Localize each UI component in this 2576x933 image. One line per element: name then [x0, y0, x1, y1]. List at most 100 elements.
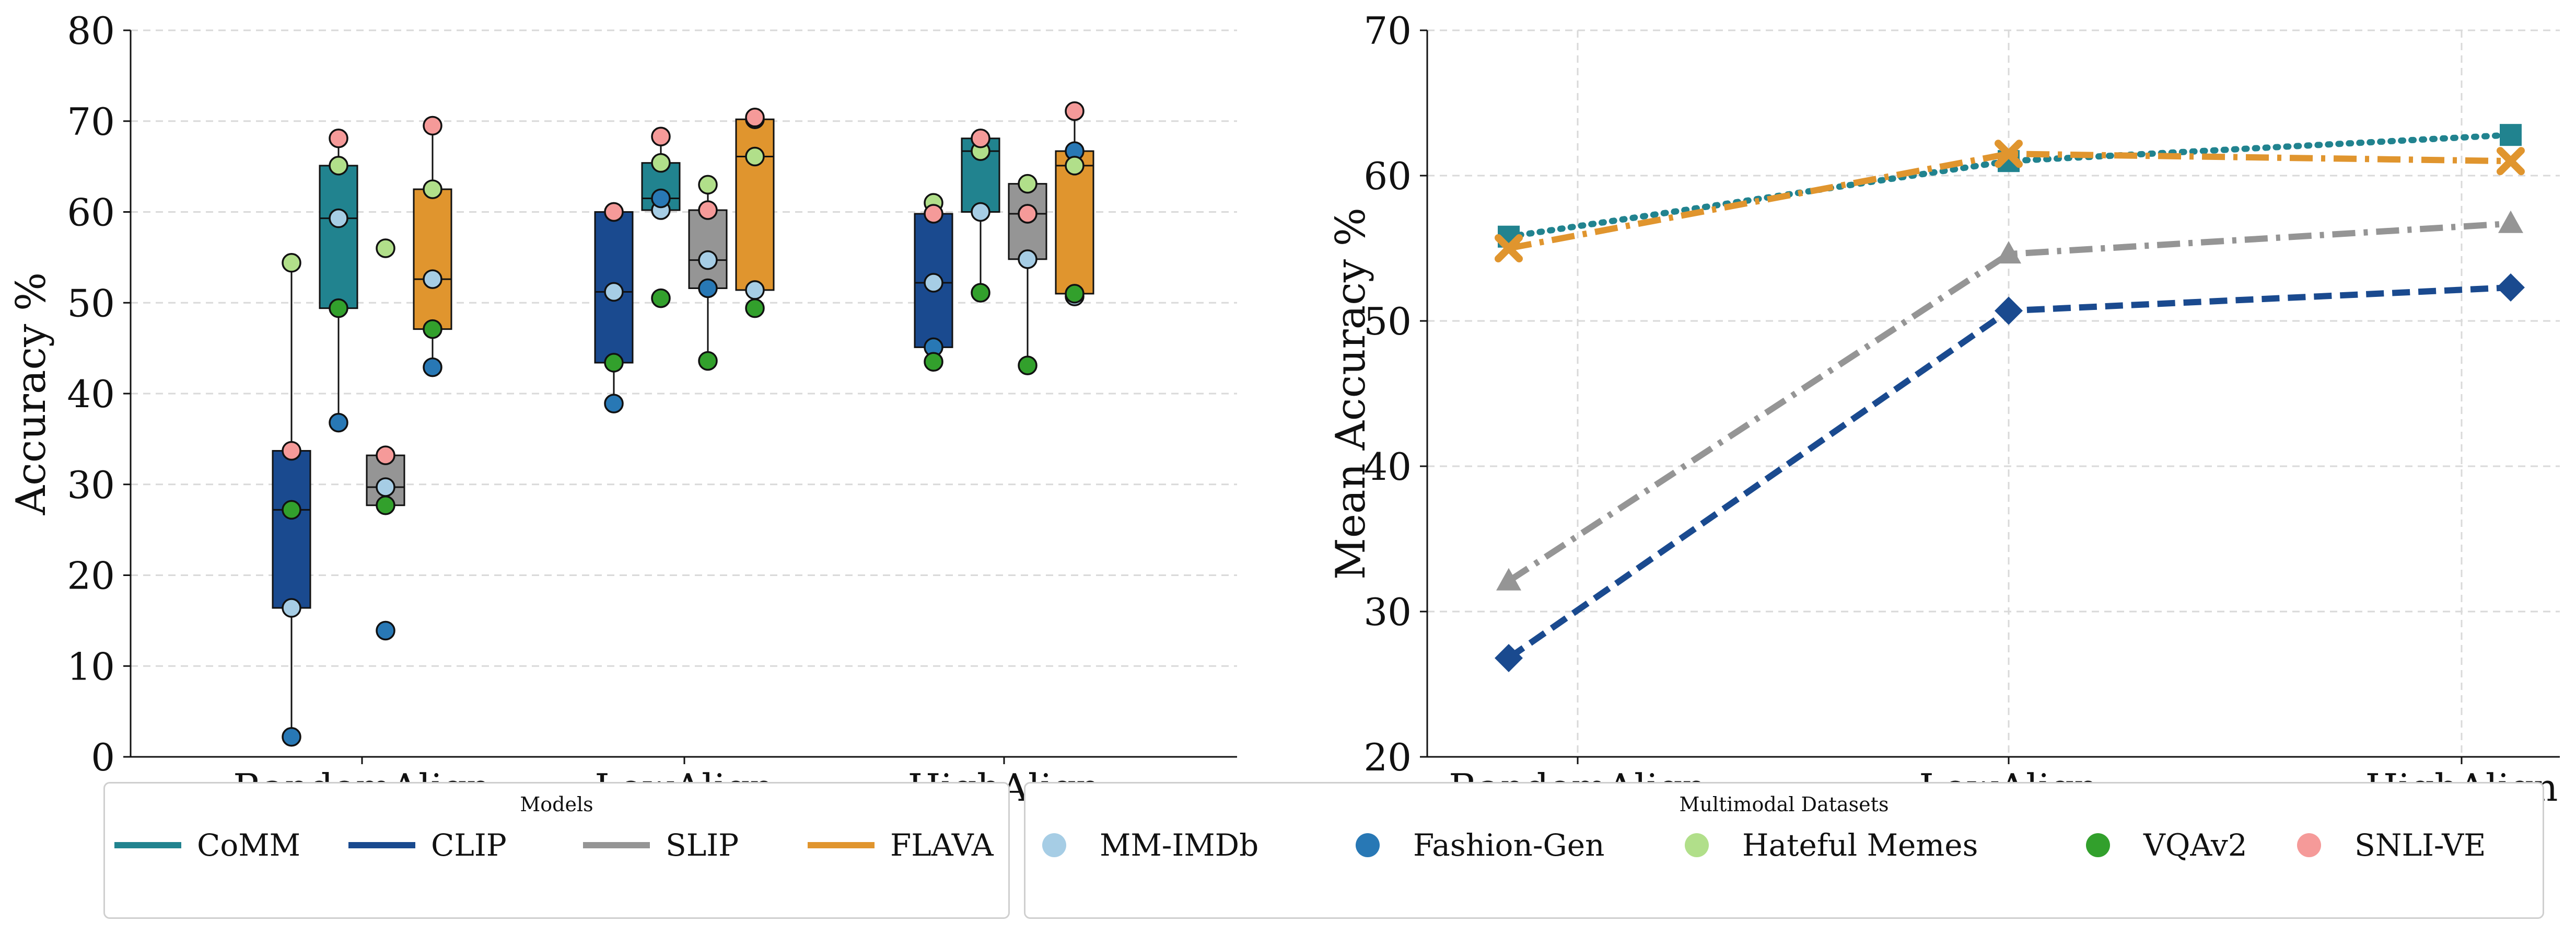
y-tick-label: 70: [1363, 9, 1412, 53]
point-fashion-gen: [604, 394, 624, 413]
y-tick-label: 80: [67, 9, 115, 53]
y-tick-label: 20: [1363, 735, 1412, 779]
right-line-chart: 203040506070RandomAlignLowAlignHighAlign…: [1327, 9, 2560, 810]
box-lowalign-comm: [641, 126, 681, 308]
point-hateful-memes: [651, 153, 671, 173]
point-vqav2: [1065, 284, 1085, 304]
legend-line-swatch: [808, 842, 875, 848]
point-fashion-gen: [423, 357, 442, 377]
marker-diamond: [2497, 273, 2525, 302]
point-mm-imdb: [282, 598, 301, 618]
box-randomalign-comm: [319, 129, 358, 433]
y-tick-label: 10: [67, 644, 115, 688]
point-fashion-gen: [651, 188, 671, 209]
box-highalign-slip: [1008, 174, 1047, 375]
legend-dot-swatch: [1685, 833, 1709, 857]
box-randomalign-flava: [413, 116, 452, 377]
y-tick-label: 0: [91, 735, 115, 779]
point-fashion-gen: [698, 278, 718, 298]
box-lowalign-slip: [688, 175, 728, 371]
point-snli-ve: [698, 200, 718, 220]
legend-label: CoMM: [197, 827, 301, 863]
box-body: [735, 118, 775, 291]
point-hateful-memes: [376, 238, 395, 258]
point-vqav2: [376, 495, 395, 515]
box-highalign-clip: [914, 193, 953, 372]
point-snli-ve: [376, 445, 395, 465]
legend-item-mm-imdb: MM-IMDb: [1037, 824, 1258, 866]
marker-triangle: [1996, 241, 2021, 264]
legend-item-vqav2: VQAv2: [2081, 824, 2247, 866]
point-mm-imdb: [698, 250, 718, 270]
point-snli-ve: [924, 204, 943, 224]
y-tick-label: 70: [67, 100, 115, 144]
legend-label: VQAv2: [2143, 827, 2247, 863]
legend-line-swatch: [348, 842, 415, 848]
point-snli-ve: [329, 129, 348, 148]
legend-item-clip: CLIP: [348, 824, 507, 866]
point-mm-imdb: [604, 282, 624, 302]
y-tick-label: 30: [67, 463, 115, 507]
marker-x: [1495, 234, 1523, 262]
datasets-legend-title: Multimodal Datasets: [1679, 793, 1889, 816]
models-legend-row: CoMM CLIP SLIP FLAVA: [105, 824, 1008, 866]
point-vqav2: [698, 351, 718, 371]
datasets-legend: Multimodal Datasets MM-IMDb Fashion-Gen Ha…: [1024, 782, 2544, 919]
models-legend-title: Models: [520, 793, 593, 816]
y-tick-label: 30: [1363, 590, 1412, 634]
point-vqav2: [924, 352, 943, 372]
legend-item-comm: CoMM: [114, 824, 300, 866]
point-snli-ve: [651, 126, 671, 147]
point-snli-ve: [1018, 204, 1038, 224]
legend-dot-swatch: [1042, 833, 1066, 857]
y-tick-label: 50: [1363, 300, 1412, 343]
point-snli-ve: [423, 116, 442, 136]
marker-diamond: [1495, 643, 1523, 672]
marker-triangle: [1496, 568, 1521, 591]
legend-label: Hateful Memes: [1742, 827, 1978, 863]
legend-label: SLIP: [666, 827, 739, 863]
point-mm-imdb: [924, 273, 943, 293]
legend-label: MM-IMDb: [1100, 827, 1259, 863]
point-snli-ve: [745, 108, 765, 128]
datasets-legend-row: MM-IMDb Fashion-Gen Hateful Memes VQAv2 SNLI…: [1025, 824, 2543, 866]
y-tick-label: 60: [1363, 154, 1412, 198]
marker-x: [2497, 147, 2525, 176]
box-body: [413, 188, 452, 330]
box-body: [319, 165, 358, 309]
box-highalign-flava: [1055, 101, 1094, 306]
y-tick-label: 40: [1363, 445, 1412, 489]
point-mm-imdb: [745, 280, 765, 300]
box-randomalign-slip: [366, 238, 405, 641]
point-hateful-memes: [423, 179, 442, 199]
box-body: [688, 209, 728, 289]
box-highalign-comm: [961, 129, 1000, 303]
legend-item-flava: FLAVA: [808, 824, 994, 866]
marker-diamond: [1995, 296, 2023, 325]
legend-label: SNLI-VE: [2354, 827, 2486, 863]
point-vqav2: [745, 298, 765, 318]
marker-x: [1995, 140, 2023, 168]
point-mm-imdb: [1018, 249, 1038, 269]
point-hateful-memes: [745, 146, 765, 167]
point-snli-ve: [971, 129, 990, 148]
series-comm: [1498, 124, 2522, 248]
point-mm-imdb: [971, 202, 990, 222]
box-lowalign-flava: [735, 108, 775, 318]
point-fashion-gen: [282, 727, 301, 747]
series-line: [1507, 220, 2511, 584]
y-axis-label: Mean Accuracy %: [1327, 208, 1374, 580]
marker-triangle: [2498, 210, 2523, 233]
legend-item-fashion-gen: Fashion-Gen: [1350, 824, 1604, 866]
legend-dot-swatch: [2297, 833, 2321, 857]
series-slip: [1496, 210, 2523, 591]
box-randomalign-clip: [272, 253, 311, 747]
series-flava: [1495, 140, 2525, 262]
point-hateful-memes: [1018, 174, 1038, 194]
legend-dot-swatch: [2086, 833, 2110, 857]
point-snli-ve: [282, 441, 301, 461]
series-line: [1507, 284, 2511, 661]
point-hateful-memes: [329, 156, 348, 176]
y-tick-label: 20: [67, 554, 115, 598]
